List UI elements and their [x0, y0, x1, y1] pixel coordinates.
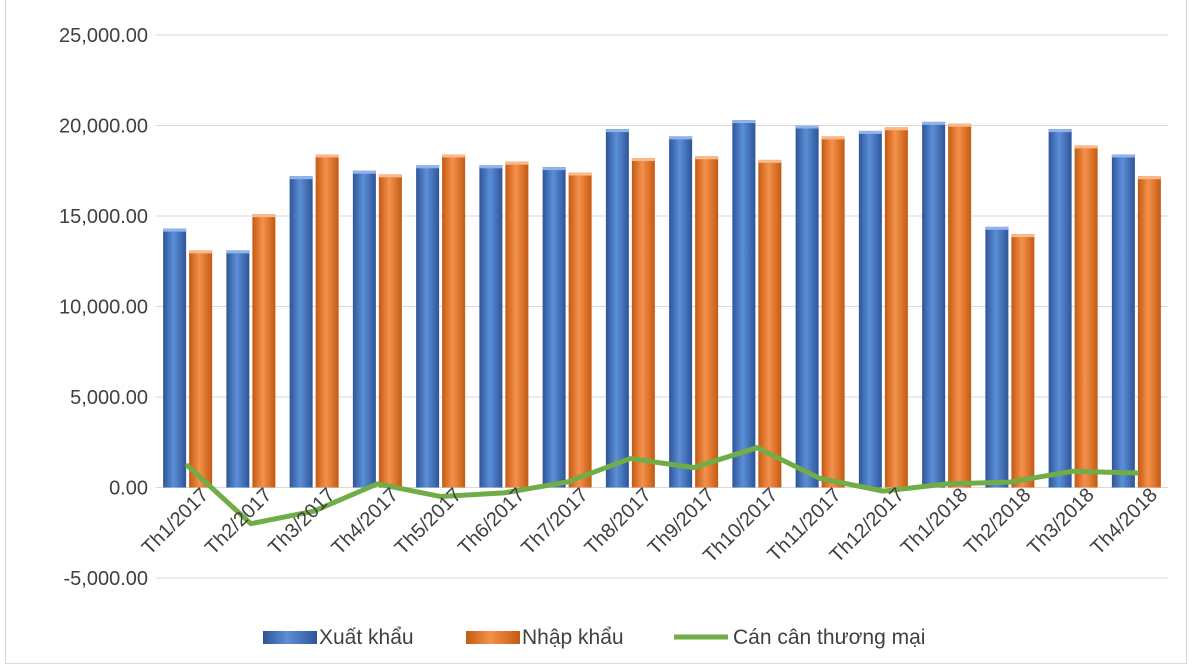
bar-cap — [226, 250, 250, 254]
legend-label: Cán cân thương mại — [733, 626, 925, 649]
bar-cap — [795, 125, 819, 129]
bar-xuat-khau — [352, 170, 376, 488]
x-category-label: Th2/2018 — [960, 484, 1035, 559]
bar-xuat-khau — [732, 120, 756, 488]
bar-cap — [884, 127, 908, 131]
y-tick-label: 25,000.00 — [59, 25, 148, 47]
legend: Xuất khẩu Nhập khẩu Cán cân thương mại — [263, 626, 925, 649]
bar-cap — [758, 159, 782, 163]
legend-swatch — [263, 631, 317, 644]
bar-cap — [442, 154, 466, 158]
bar-cap — [732, 120, 756, 124]
bar-cap — [1011, 234, 1035, 238]
bar-nhap-khau — [695, 156, 719, 488]
bar-xuat-khau — [542, 167, 566, 488]
bar-nhap-khau — [505, 161, 529, 488]
bar-cap — [985, 226, 1009, 230]
bar-nhap-khau — [948, 123, 972, 488]
bar-cap — [1137, 176, 1161, 180]
bar-cap — [505, 161, 529, 165]
bar-xuat-khau — [922, 121, 946, 488]
bar-cap — [948, 123, 972, 127]
bar-xuat-khau — [226, 250, 250, 488]
bar-xuat-khau — [795, 125, 819, 488]
x-category-label: Th4/2017 — [328, 484, 403, 559]
bar-xuat-khau — [1111, 154, 1135, 488]
bar-nhap-khau — [821, 136, 845, 488]
y-tick-label: -5,000.00 — [63, 568, 148, 590]
bar-cap — [568, 172, 592, 176]
x-category-label: Th1/2018 — [897, 484, 972, 559]
bar-nhap-khau — [758, 159, 782, 488]
bar-cap — [289, 176, 313, 180]
bar-nhap-khau — [1137, 176, 1161, 488]
bar-cap — [189, 250, 213, 254]
y-tick-label: 10,000.00 — [59, 297, 148, 319]
bar-nhap-khau — [568, 172, 592, 488]
bar-cap — [479, 165, 503, 169]
bar-cap — [821, 136, 845, 140]
chart-frame: 25,000.00 20,000.00 15,000.00 10,000.00 5,00… — [5, 0, 1187, 664]
bar-nhap-khau — [378, 174, 402, 488]
bar-xuat-khau — [669, 136, 693, 488]
y-tick-label: 15,000.00 — [59, 206, 148, 228]
bar-cap — [1111, 154, 1135, 158]
bar-xuat-khau — [479, 165, 503, 488]
bar-cap — [163, 228, 187, 232]
bar-cap — [695, 156, 719, 160]
bar-xuat-khau — [163, 228, 187, 488]
y-axis-ticks: 25,000.00 20,000.00 15,000.00 10,000.00 5,00… — [59, 25, 148, 590]
bar-nhap-khau — [631, 158, 655, 488]
bar-xuat-khau — [605, 129, 629, 488]
bar-layer — [163, 120, 1161, 488]
line-layer — [185, 445, 1139, 527]
bar-cap — [315, 154, 339, 158]
bar-cap — [669, 136, 693, 140]
bar-cap — [542, 167, 566, 171]
bar-cap — [922, 121, 946, 125]
bar-nhap-khau — [1011, 234, 1035, 488]
bar-xuat-khau — [858, 130, 882, 488]
bar-cap — [352, 170, 376, 174]
bar-cap — [416, 165, 440, 169]
bar-nhap-khau — [1074, 145, 1098, 488]
x-category-label: Th3/2017 — [264, 484, 339, 559]
x-axis-categories: Th1/2017Th2/2017Th3/2017Th4/2017Th5/2017… — [138, 484, 1162, 567]
bar-xuat-khau — [1048, 129, 1072, 488]
line-can-can-thuong-mai — [185, 445, 1139, 527]
y-tick-label: 20,000.00 — [59, 116, 148, 138]
y-tick-label: 0.00 — [109, 478, 148, 500]
bar-nhap-khau — [315, 154, 339, 488]
bar-cap — [1074, 145, 1098, 149]
bar-cap — [605, 129, 629, 133]
chart-svg: 25,000.00 20,000.00 15,000.00 10,000.00 5,00… — [59, 25, 1168, 649]
bar-cap — [1048, 129, 1072, 133]
bar-cap — [858, 130, 882, 134]
bar-cap — [631, 158, 655, 162]
bar-nhap-khau — [442, 154, 466, 488]
x-category-label: Th1/2017 — [138, 484, 213, 559]
legend-swatch — [466, 631, 520, 644]
x-category-label: Th3/2018 — [1023, 484, 1098, 559]
legend-label: Nhập khẩu — [522, 626, 624, 649]
x-category-label: Th7/2017 — [517, 484, 592, 559]
bar-xuat-khau — [289, 176, 313, 488]
bar-cap — [252, 214, 276, 218]
x-category-label: Th4/2018 — [1087, 484, 1162, 559]
x-category-label: Th8/2017 — [581, 484, 656, 559]
legend-label: Xuất khẩu — [319, 626, 414, 649]
y-tick-label: 5,000.00 — [70, 387, 148, 409]
bar-nhap-khau — [189, 250, 213, 488]
bar-xuat-khau — [416, 165, 440, 488]
bar-nhap-khau — [884, 127, 908, 488]
bar-nhap-khau — [252, 214, 276, 488]
bar-xuat-khau — [985, 226, 1009, 488]
bar-cap — [378, 174, 402, 178]
